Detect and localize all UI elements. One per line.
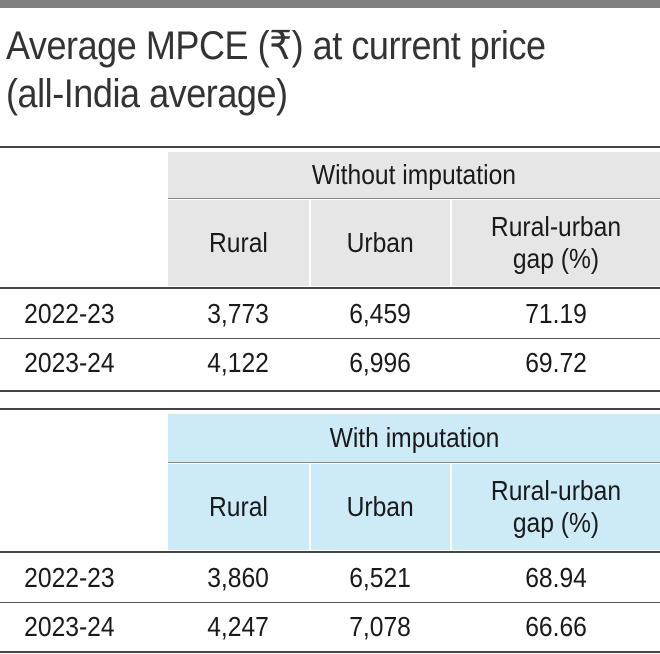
column-header-urban: Urban [346, 491, 415, 522]
group-header: With imputation [329, 422, 499, 453]
top-bar [0, 0, 660, 8]
row-year: 2023-24 [24, 347, 115, 378]
cell-gap: 69.72 [525, 347, 587, 378]
column-header-gap: Rural-urban gap (%) [490, 475, 622, 538]
group-header: Without imputation [311, 159, 517, 190]
cell-urban: 7,078 [349, 611, 412, 642]
cell-gap: 68.94 [525, 562, 587, 593]
row-year: 2022-23 [24, 298, 115, 329]
table-with-imputation: With imputation Rural Urban Rural-urban … [0, 408, 660, 654]
cell-rural: 3,860 [207, 562, 270, 593]
cell-urban: 6,459 [349, 298, 412, 329]
cell-rural: 4,122 [207, 347, 270, 378]
column-header-rural: Rural [209, 491, 268, 522]
title-line-2: (all-India average) [6, 72, 288, 116]
chart-title: Average MPCE (₹) at current price (all-I… [6, 22, 591, 118]
column-header-gap: Rural-urban gap (%) [490, 211, 622, 274]
title-line-1: Average MPCE (₹) at current price [6, 24, 546, 68]
row-year: 2022-23 [24, 562, 115, 593]
cell-urban: 6,521 [349, 562, 412, 593]
cell-rural: 3,773 [207, 298, 270, 329]
table-without-imputation: Without imputation Rural Urban Rural-urb… [0, 146, 660, 392]
column-header-rural: Rural [209, 227, 268, 258]
cell-rural: 4,247 [207, 611, 270, 642]
column-header-urban: Urban [346, 227, 415, 258]
cell-gap: 66.66 [525, 611, 587, 642]
cell-urban: 6,996 [349, 347, 412, 378]
cell-gap: 71.19 [525, 298, 587, 329]
row-year: 2023-24 [24, 611, 115, 642]
